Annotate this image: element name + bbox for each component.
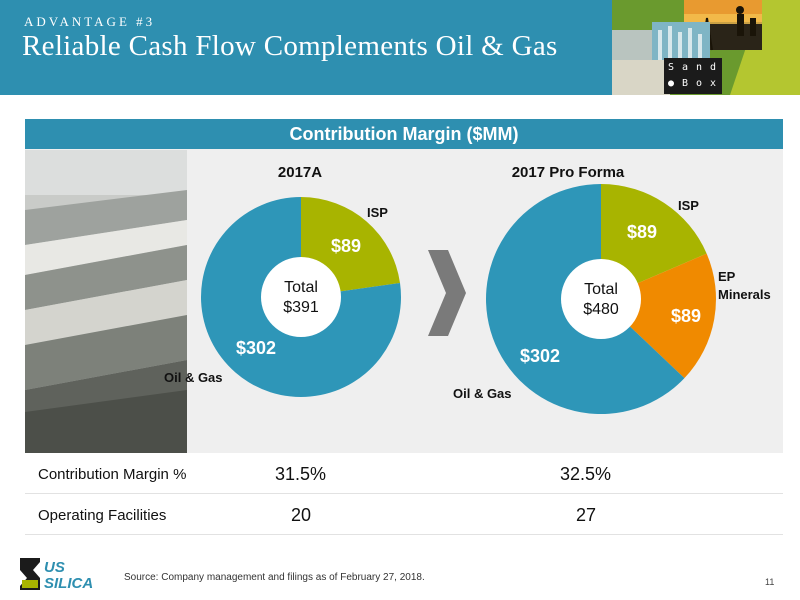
- data-label-oilgas-proforma: $302: [520, 346, 560, 366]
- center-label-2017a: Total: [284, 279, 318, 296]
- panel-title: Contribution Margin ($MM): [289, 124, 519, 144]
- page-number: 11: [765, 577, 775, 587]
- slice-name-isp-2017a: ISP: [367, 205, 388, 220]
- slice-name-isp-proforma: ISP: [678, 198, 699, 213]
- sandbox-letter: n: [696, 62, 702, 73]
- value-proforma: 32.5%: [560, 464, 612, 484]
- header-banner: ADVANTAGE #3 Reliable Cash Flow Compleme…: [0, 0, 800, 95]
- slide-title: Reliable Cash Flow Complements Oil & Gas: [22, 30, 558, 62]
- value-proforma: 27: [576, 505, 597, 525]
- us-silica-logo: US SILICA: [20, 558, 93, 592]
- donut-hole: [261, 257, 341, 337]
- chevron-arrow-icon: [428, 250, 466, 336]
- slide-kicker: ADVANTAGE #3: [24, 14, 156, 29]
- sandbox-letter: o: [696, 78, 702, 89]
- row-label: Contribution Margin %: [38, 466, 187, 483]
- panel-title-bar: [25, 119, 783, 149]
- data-label-isp-2017a: $89: [331, 236, 361, 256]
- sandbox-letter: d: [710, 62, 716, 73]
- logo-word-us: US: [44, 559, 65, 576]
- center-label-proforma: Total: [584, 281, 618, 298]
- slice-name-oilgas-2017a: Oil & Gas: [164, 370, 223, 385]
- sandbox-letter: x: [710, 78, 716, 89]
- data-label-ep-proforma: $89: [671, 306, 701, 326]
- donut-hole: [561, 259, 641, 339]
- table-row: Contribution Margin % 31.5% 32.5%: [25, 453, 783, 494]
- slice-name-ep-proforma: EP Minerals: [718, 269, 771, 302]
- center-value-proforma: $480: [583, 301, 619, 318]
- data-label-isp-proforma: $89: [627, 222, 657, 242]
- table-row: Operating Facilities 20 27: [25, 494, 783, 535]
- sandbox-letter: ●: [668, 78, 674, 89]
- data-label-oilgas-2017a: $302: [236, 338, 276, 358]
- metrics-table: Contribution Margin % 31.5% 32.5% Operat…: [25, 453, 783, 535]
- center-value-2017a: $391: [283, 299, 319, 316]
- sandbox-letter: B: [682, 78, 688, 89]
- row-label: Operating Facilities: [38, 507, 167, 524]
- value-2017a: 31.5%: [275, 464, 327, 484]
- sandbox-letter: S: [668, 62, 674, 73]
- source-note: Source: Company management and filings a…: [124, 572, 425, 583]
- chart-title-proforma: 2017 Pro Forma: [512, 164, 625, 181]
- pie-charts: 2017A Total $391 $89 $302 ISP Oil & Gas …: [164, 164, 771, 414]
- pie-slice-ep-minerals-proforma: [601, 253, 716, 379]
- header-photo-collage: S a n d ● B o x: [612, 0, 800, 95]
- sandbox-letter: a: [682, 62, 688, 73]
- value-2017a: 20: [291, 505, 312, 525]
- chart-title-2017a: 2017A: [278, 164, 322, 181]
- slice-name-oilgas-proforma: Oil & Gas: [453, 386, 512, 401]
- quarry-photo: [25, 150, 187, 453]
- logo-word-silica: SILICA: [44, 575, 93, 592]
